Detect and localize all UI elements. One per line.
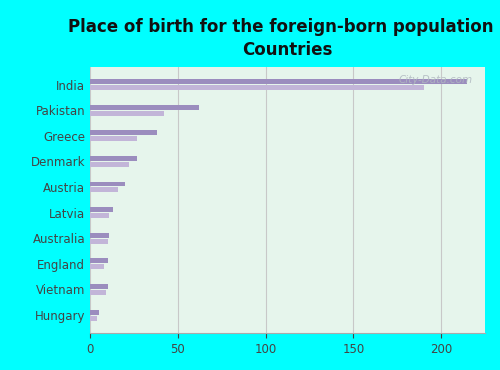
- Bar: [90, 207, 113, 212]
- Bar: [90, 284, 108, 289]
- Bar: [90, 79, 468, 84]
- Bar: [90, 111, 164, 116]
- Bar: [90, 316, 97, 320]
- Bar: [90, 290, 106, 295]
- Bar: [90, 162, 128, 167]
- Bar: [90, 233, 110, 238]
- Bar: [90, 239, 108, 244]
- Bar: [90, 182, 125, 186]
- Bar: [90, 136, 138, 141]
- Text: City-Data.com: City-Data.com: [399, 75, 473, 85]
- Bar: [90, 264, 104, 269]
- Bar: [90, 213, 110, 218]
- Bar: [90, 85, 424, 90]
- Title: Place of birth for the foreign-born population -
Countries: Place of birth for the foreign-born popu…: [68, 18, 500, 60]
- Bar: [90, 188, 118, 192]
- Bar: [90, 310, 99, 314]
- Bar: [90, 156, 138, 161]
- Bar: [90, 258, 108, 263]
- Bar: [90, 105, 199, 110]
- Bar: [90, 130, 156, 135]
